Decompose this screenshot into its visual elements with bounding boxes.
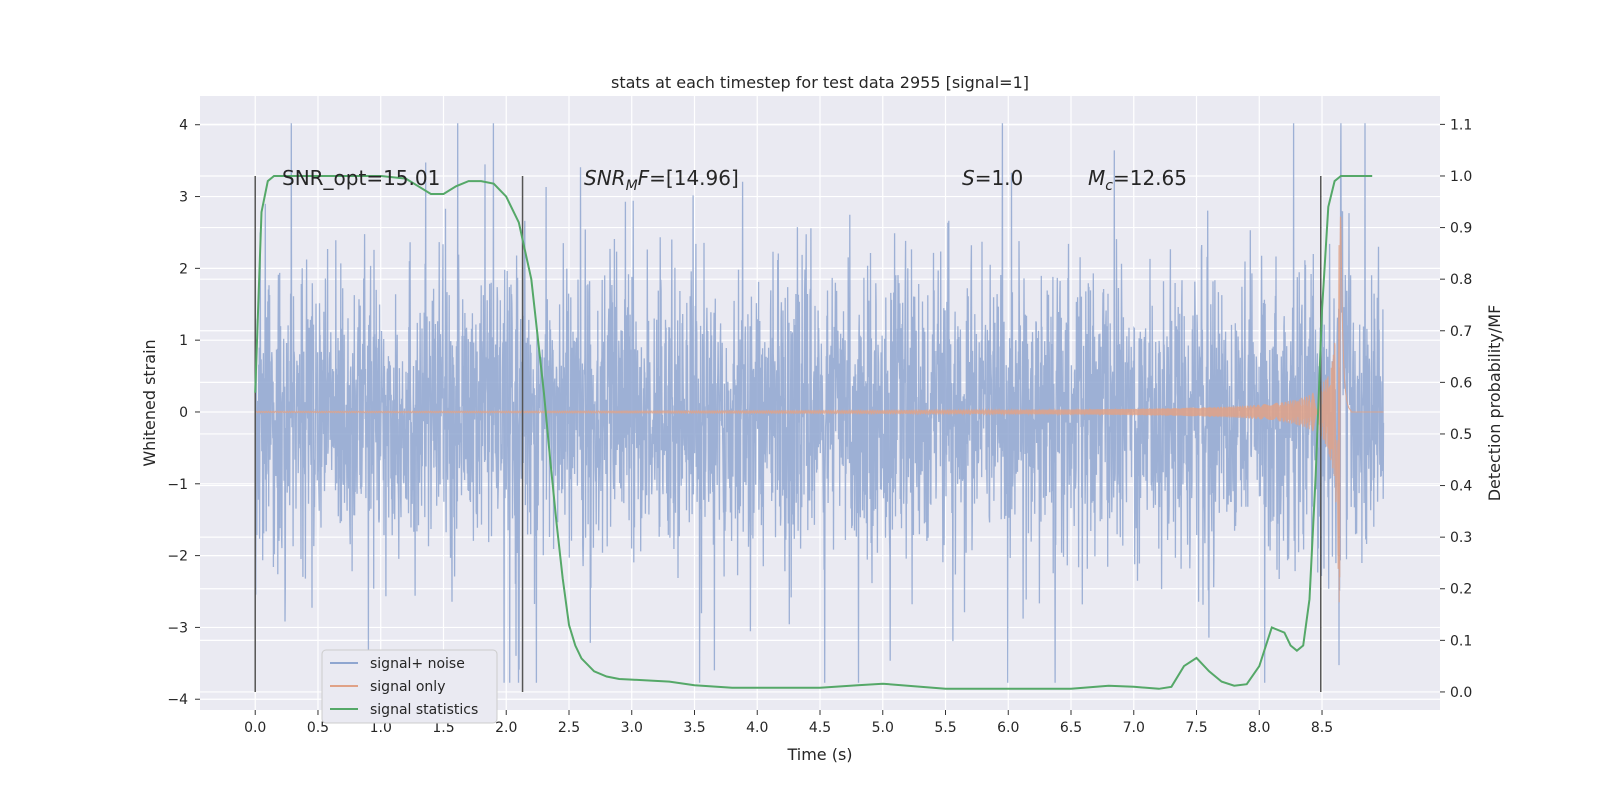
x-tick-label: 4.0	[746, 720, 768, 736]
annotation-mc: Mc=12.65	[1088, 166, 1187, 194]
x-tick-label: 0.0	[244, 720, 266, 736]
y-right-tick-label: 0.8	[1450, 272, 1472, 288]
x-tick-label: 3.0	[621, 720, 643, 736]
y-right-tick-label: 0.1	[1450, 633, 1472, 649]
y-tick-label: 1	[179, 333, 188, 349]
y-right-tick-label: 0.7	[1450, 324, 1472, 340]
series-signal-statistics	[254, 175, 1373, 690]
y-right-axis-ticks: 1.1 1.0 0.9 0.8 0.7 0.6 0.5 0.4 0.3 0.2 0.1 0.0	[1440, 117, 1472, 701]
y-right-axis-label: Detection probability/MF	[1485, 305, 1504, 502]
x-tick-label: 4.5	[809, 720, 831, 736]
x-tick-label: 7.5	[1185, 720, 1207, 736]
y-tick-label: 2	[179, 261, 188, 277]
signal-trace	[255, 216, 1384, 603]
y-right-tick-label: 1.0	[1450, 169, 1472, 185]
series-signal-only	[255, 216, 1384, 603]
annotations: SNR_opt=15.01 SNRMF=[14.96] S=1.0 Mc=12.…	[282, 166, 1187, 194]
x-tick-label: 1.0	[370, 720, 392, 736]
statistics-line	[254, 175, 1373, 690]
y-right-tick-label: 0.4	[1450, 479, 1472, 495]
annotation-s: S=1.0	[962, 166, 1023, 190]
x-tick-label: 7.0	[1123, 720, 1145, 736]
x-tick-label: 5.5	[934, 720, 956, 736]
y-right-tick-label: 0.2	[1450, 582, 1472, 598]
legend-box	[321, 649, 498, 724]
legend-label-noise: signal+ noise	[370, 656, 465, 672]
y-tick-label: −4	[167, 692, 188, 708]
y-tick-label: −3	[167, 620, 188, 636]
y-tick-label: −2	[167, 549, 188, 565]
vertical-markers	[254, 175, 1322, 692]
y-tick-label: 4	[179, 118, 188, 134]
y-right-tick-label: 0.3	[1450, 530, 1472, 546]
y-axis-label: Whitened strain	[140, 339, 159, 466]
y-right-tick-label: 0.0	[1450, 685, 1472, 701]
y-axis-ticks: 4 3 2 1 0 −1 −2 −3 −4	[167, 118, 200, 708]
annotation-snr-mf: SNRMF=[14.96]	[584, 166, 739, 194]
x-axis-ticks: 0.0 0.5 1.0 1.5 2.0 2.5 3.0 3.5 4.0 4.5 5.0 5.5 6.0 6…	[244, 710, 1333, 736]
x-tick-label: 2.5	[558, 720, 580, 736]
y-right-tick-label: 0.5	[1450, 427, 1472, 443]
x-tick-label: 8.5	[1311, 720, 1333, 736]
y-tick-label: 3	[179, 190, 188, 206]
legend-label-stats: signal statistics	[370, 702, 478, 718]
x-tick-label: 3.5	[683, 720, 705, 736]
y-right-tick-label: 0.9	[1450, 221, 1472, 237]
y-tick-label: −1	[167, 477, 188, 493]
x-axis-label: Time (s)	[786, 745, 852, 764]
x-tick-label: 5.0	[872, 720, 894, 736]
y-right-tick-label: 1.1	[1450, 117, 1472, 133]
legend: signal+ noise signal only signal statist…	[321, 649, 498, 724]
y-tick-label: 0	[179, 405, 188, 421]
x-tick-label: 6.5	[1060, 720, 1082, 736]
legend-label-signal: signal only	[370, 679, 445, 695]
x-tick-label: 8.0	[1248, 720, 1270, 736]
series-signal-noise	[254, 123, 1385, 683]
annotation-snr-opt: SNR_opt=15.01	[282, 166, 440, 190]
chart-title: stats at each timestep for test data 295…	[611, 73, 1029, 92]
x-tick-label: 1.5	[432, 720, 454, 736]
x-tick-label: 2.0	[495, 720, 517, 736]
x-tick-label: 0.5	[307, 720, 329, 736]
x-tick-label: 6.0	[997, 720, 1019, 736]
noise-trace	[254, 123, 1385, 683]
y-right-tick-label: 0.6	[1450, 375, 1472, 391]
